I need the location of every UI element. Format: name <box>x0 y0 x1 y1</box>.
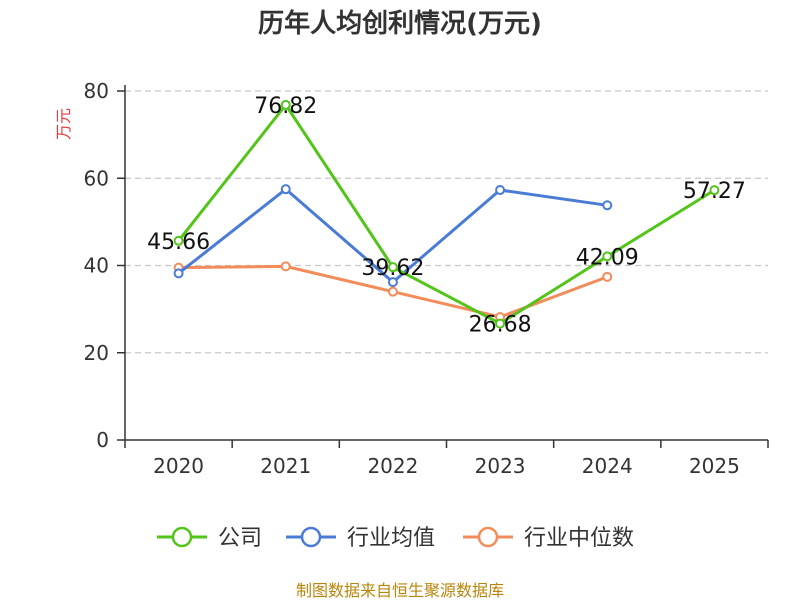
data-label: 42.09 <box>576 245 639 270</box>
data-point[interactable] <box>495 318 506 329</box>
data-label: 76.82 <box>254 94 317 119</box>
y-tick-label: 40 <box>84 254 109 278</box>
chart-title: 历年人均创利情况(万元) <box>258 8 542 39</box>
series-line-0 <box>177 103 716 326</box>
legend[interactable]: 公司 行业均值 行业中位数 <box>157 526 634 551</box>
data-point[interactable] <box>173 235 184 246</box>
data-point[interactable] <box>173 268 184 279</box>
legend-item-2[interactable]: 行业中位数 <box>463 526 634 551</box>
data-label: 57.27 <box>683 179 746 204</box>
grid <box>125 90 768 354</box>
axes: 0 20 40 60 80 2020 2021 2022 2023 2024 2025 <box>84 79 769 478</box>
x-tick-label: 2021 <box>260 454 311 478</box>
y-axis-label: 万元 <box>54 108 73 140</box>
data-point[interactable] <box>709 185 720 196</box>
data-point[interactable] <box>495 185 506 196</box>
data-label: 26.68 <box>469 313 532 338</box>
data-point[interactable] <box>602 271 613 282</box>
data-point[interactable] <box>602 200 613 211</box>
series-group <box>173 99 720 329</box>
x-tick-label: 2025 <box>689 454 740 478</box>
legend-label: 行业中位数 <box>524 526 634 551</box>
x-tick-label: 2022 <box>367 454 418 478</box>
data-point[interactable] <box>280 184 291 195</box>
legend-label: 行业均值 <box>347 526 435 551</box>
legend-marker <box>171 526 193 548</box>
data-label: 45.66 <box>147 230 210 255</box>
data-labels: 45.66 76.82 39.62 26.68 42.09 57.27 <box>147 94 746 338</box>
x-tick-label: 2020 <box>153 454 204 478</box>
y-tick-label: 20 <box>84 341 109 365</box>
data-point[interactable] <box>387 277 398 288</box>
data-point[interactable] <box>387 262 398 273</box>
legend-marker <box>300 526 322 548</box>
legend-marker <box>477 526 499 548</box>
y-tick-label: 80 <box>84 79 109 103</box>
legend-label: 公司 <box>218 526 262 551</box>
y-tick-label: 60 <box>84 166 109 190</box>
data-point[interactable] <box>387 286 398 297</box>
legend-item-0[interactable]: 公司 <box>157 526 262 551</box>
data-label: 39.62 <box>361 256 424 281</box>
data-point[interactable] <box>602 251 613 262</box>
source-note: 制图数据来自恒生聚源数据库 <box>296 581 504 600</box>
data-point[interactable] <box>280 99 291 110</box>
x-tick-label: 2023 <box>475 454 526 478</box>
data-point[interactable] <box>280 261 291 272</box>
x-tick-label: 2024 <box>582 454 633 478</box>
legend-item-1[interactable]: 行业均值 <box>286 526 435 551</box>
y-tick-label: 0 <box>96 428 109 452</box>
